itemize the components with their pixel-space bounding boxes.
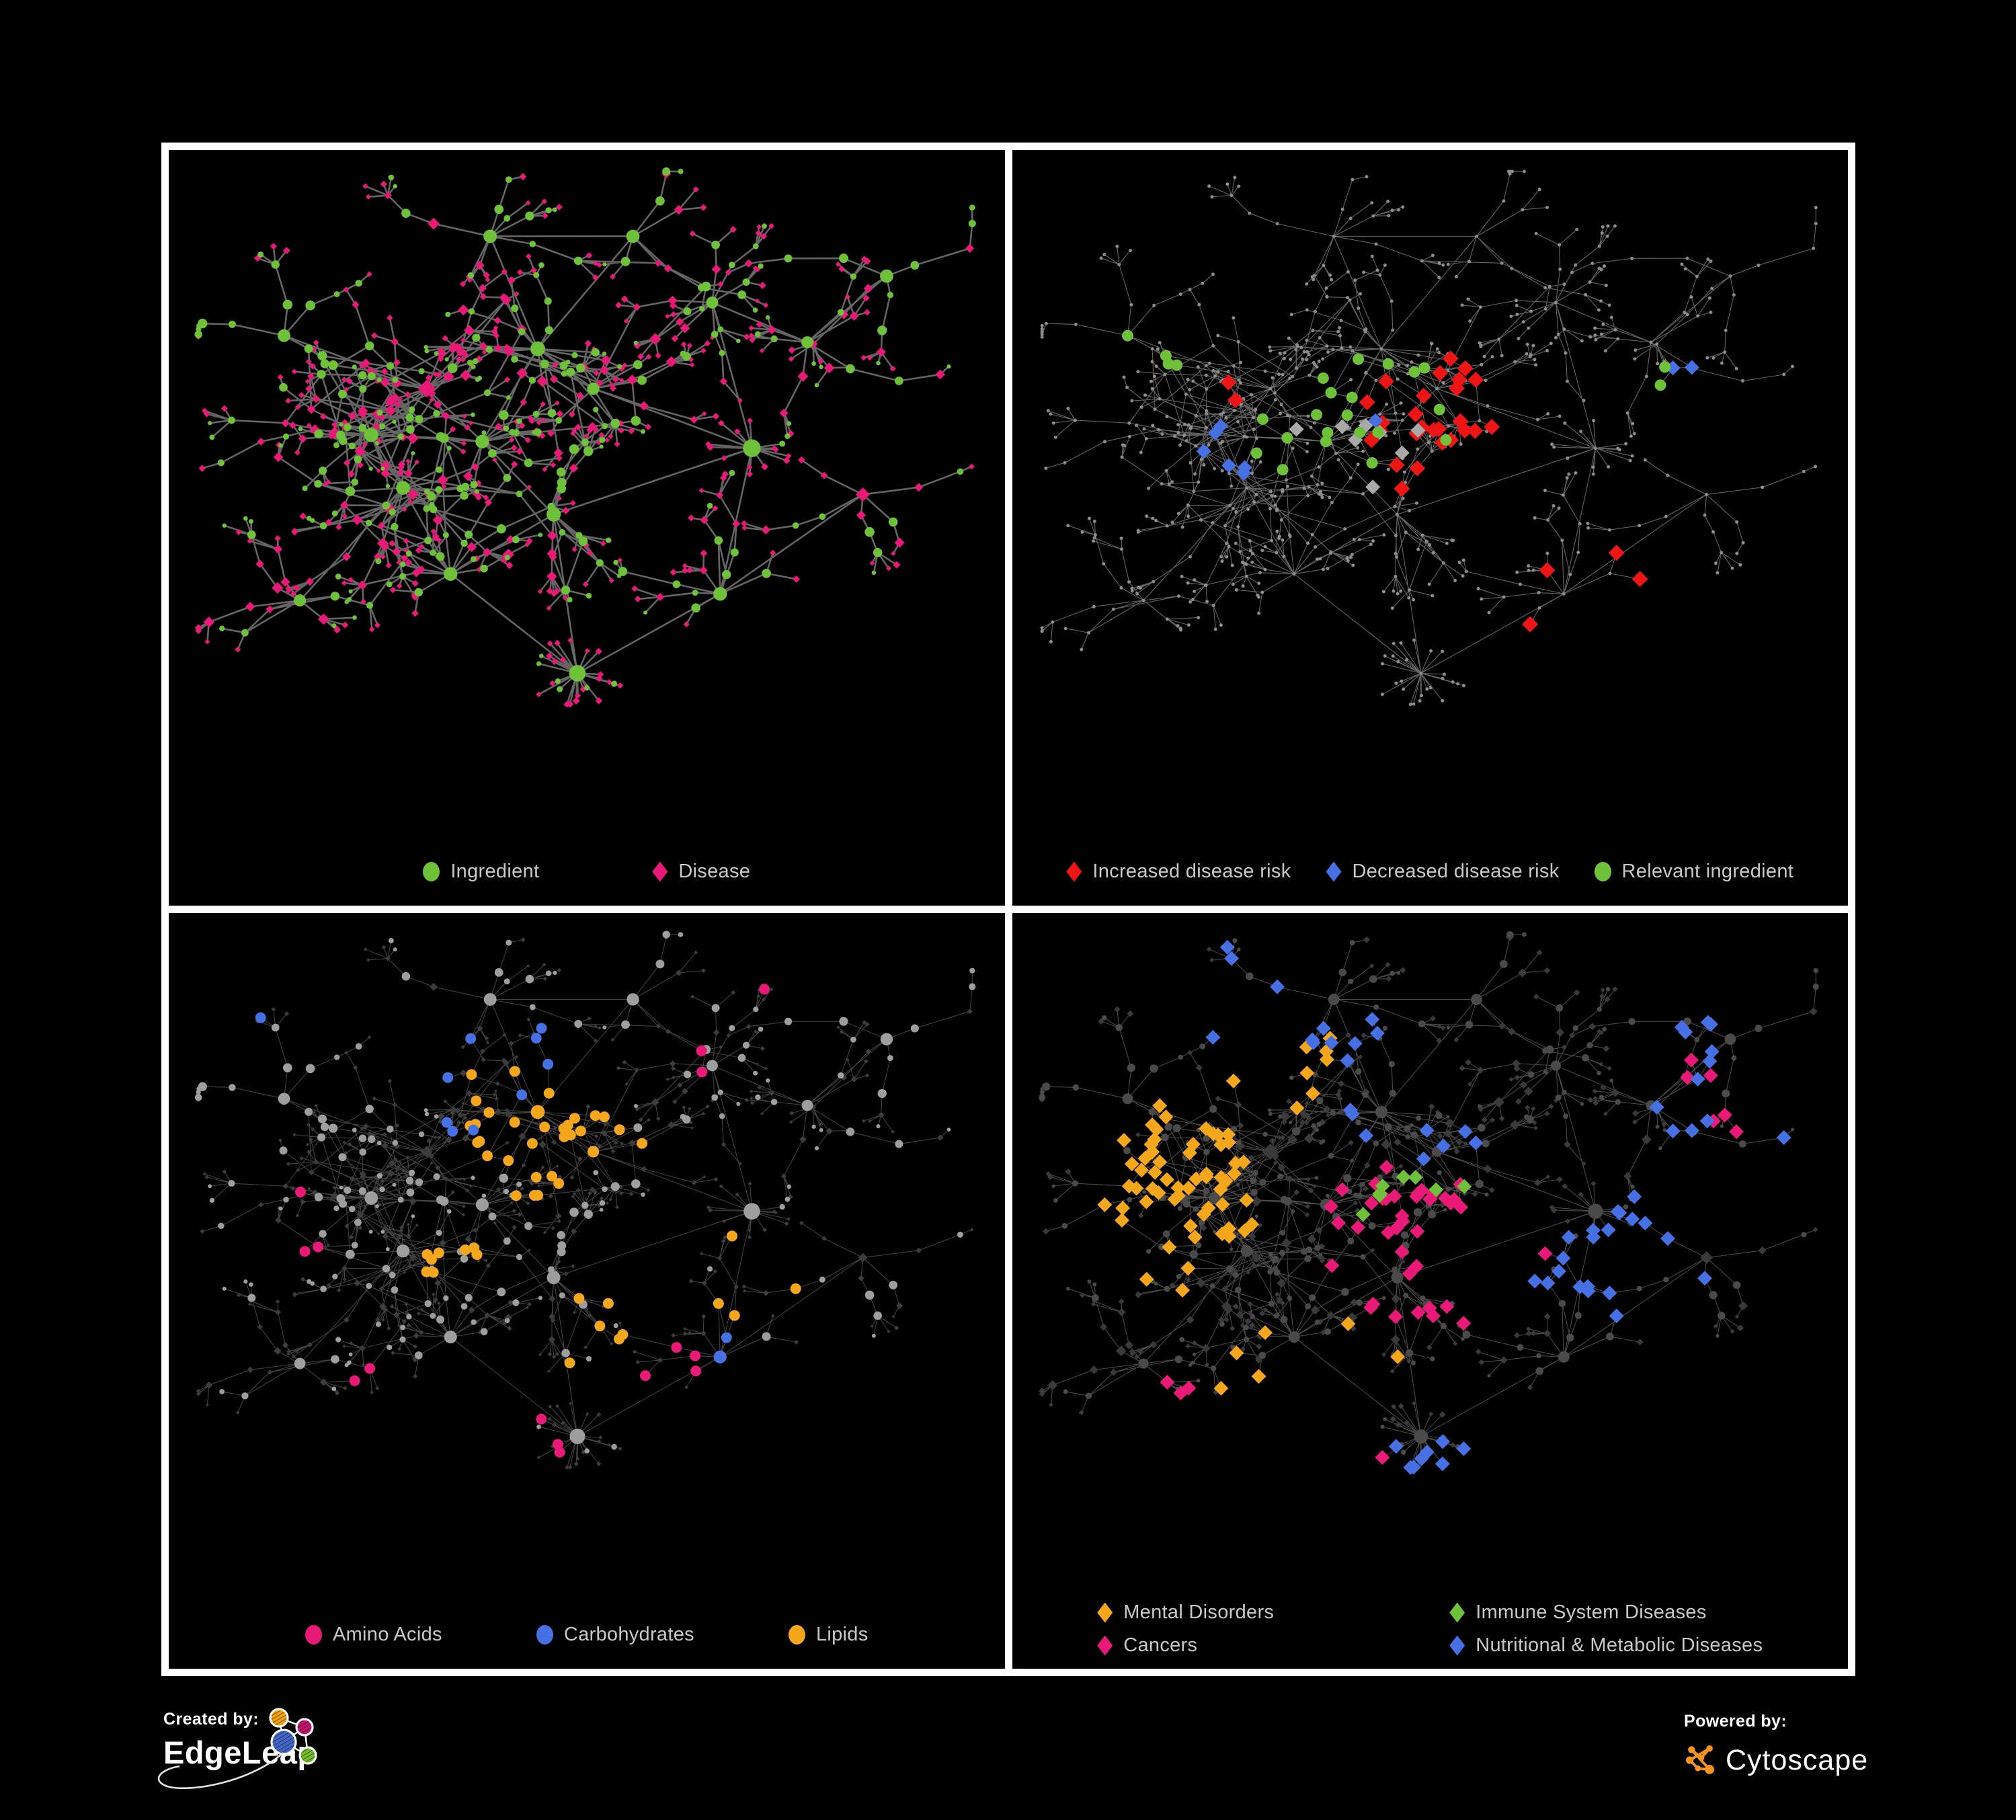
legend-item: Disease (652, 861, 750, 883)
legend-label: Nutritional & Metabolic Diseases (1476, 1634, 1763, 1656)
diamond-swatch (1097, 1635, 1113, 1656)
legend-item: Nutritional & Metabolic Diseases (1449, 1634, 1763, 1657)
legend-item: Increased disease risk (1066, 861, 1291, 883)
legend-label: Mental Disorders (1123, 1601, 1275, 1623)
legend-item: Immune System Diseases (1449, 1601, 1763, 1624)
diamond-swatch (1066, 861, 1082, 882)
legend-item: Mental Disorders (1097, 1601, 1433, 1624)
legend-item: Cancers (1097, 1634, 1433, 1657)
circle-swatch (423, 862, 440, 881)
legend-label: Immune System Diseases (1476, 1601, 1707, 1623)
edgeleap-logo-icon (269, 1708, 317, 1765)
cytoscape-credit: Powered by: Cytoscape (1684, 1712, 1867, 1780)
legend-item: Decreased disease risk (1326, 861, 1560, 883)
diamond-swatch (1449, 1602, 1465, 1623)
network-nutrient-classes (169, 913, 1005, 1669)
legend-label: Increased disease risk (1092, 861, 1291, 882)
panel-ingredient-disease: Ingredient Disease (169, 150, 1005, 906)
legend-label: Carbohydrates (563, 1624, 694, 1645)
legend-disease-risk: Increased disease risk Decreased disease … (1012, 861, 1849, 883)
edgeleap-swoosh (157, 1752, 284, 1789)
diamond-swatch (652, 861, 668, 882)
legend-item: Carbohydrates (536, 1624, 694, 1646)
diamond-swatch (1326, 861, 1342, 882)
cytoscape-logo-icon (1686, 1745, 1715, 1774)
diamond-swatch (1097, 1602, 1113, 1623)
legend-label: Ingredient (450, 861, 540, 882)
network-disease-risk (1012, 150, 1849, 906)
legend-item: Relevant ingredient (1594, 861, 1794, 883)
legend-disease-classes: Mental Disorders Immune System Diseases Ca… (1097, 1601, 1763, 1657)
created-by-label: Created by: (163, 1710, 259, 1729)
legend-label: Disease (678, 861, 751, 882)
legend-label: Lipids (815, 1624, 869, 1645)
legend-label: Decreased disease risk (1352, 861, 1560, 882)
diamond-swatch (1449, 1635, 1465, 1656)
network-ingredient-disease (169, 150, 1005, 906)
panel-grid: Ingredient Disease Increased disease risk… (161, 143, 1855, 1676)
legend-item: Lipids (788, 1624, 869, 1646)
legend-label: Amino Acids (332, 1624, 442, 1645)
legend-ingredient-disease: Ingredient Disease (169, 861, 1005, 883)
circle-swatch (1594, 862, 1611, 881)
legend-nutrient-classes: Amino Acids Carbohydrates Lipids (169, 1624, 1005, 1646)
powered-by-label: Powered by: (1684, 1712, 1787, 1731)
legend-item: Amino Acids (305, 1624, 442, 1646)
legend-label: Relevant ingredient (1621, 861, 1794, 882)
circle-swatch (788, 1625, 805, 1645)
cytoscape-wordmark: Cytoscape (1726, 1743, 1869, 1776)
network-disease-classes (1012, 913, 1849, 1669)
circle-swatch (536, 1625, 553, 1645)
panel-disease-classes: Mental Disorders Immune System Diseases Ca… (1012, 913, 1849, 1669)
circle-swatch (305, 1625, 322, 1645)
legend-item: Ingredient (423, 861, 539, 883)
panel-nutrient-classes: Amino Acids Carbohydrates Lipids (169, 913, 1005, 1669)
legend-label: Cancers (1123, 1634, 1198, 1656)
panel-disease-risk: Increased disease risk Decreased disease … (1012, 150, 1849, 906)
edgeleap-credit: Created by: EdgeLeap (157, 1708, 479, 1817)
